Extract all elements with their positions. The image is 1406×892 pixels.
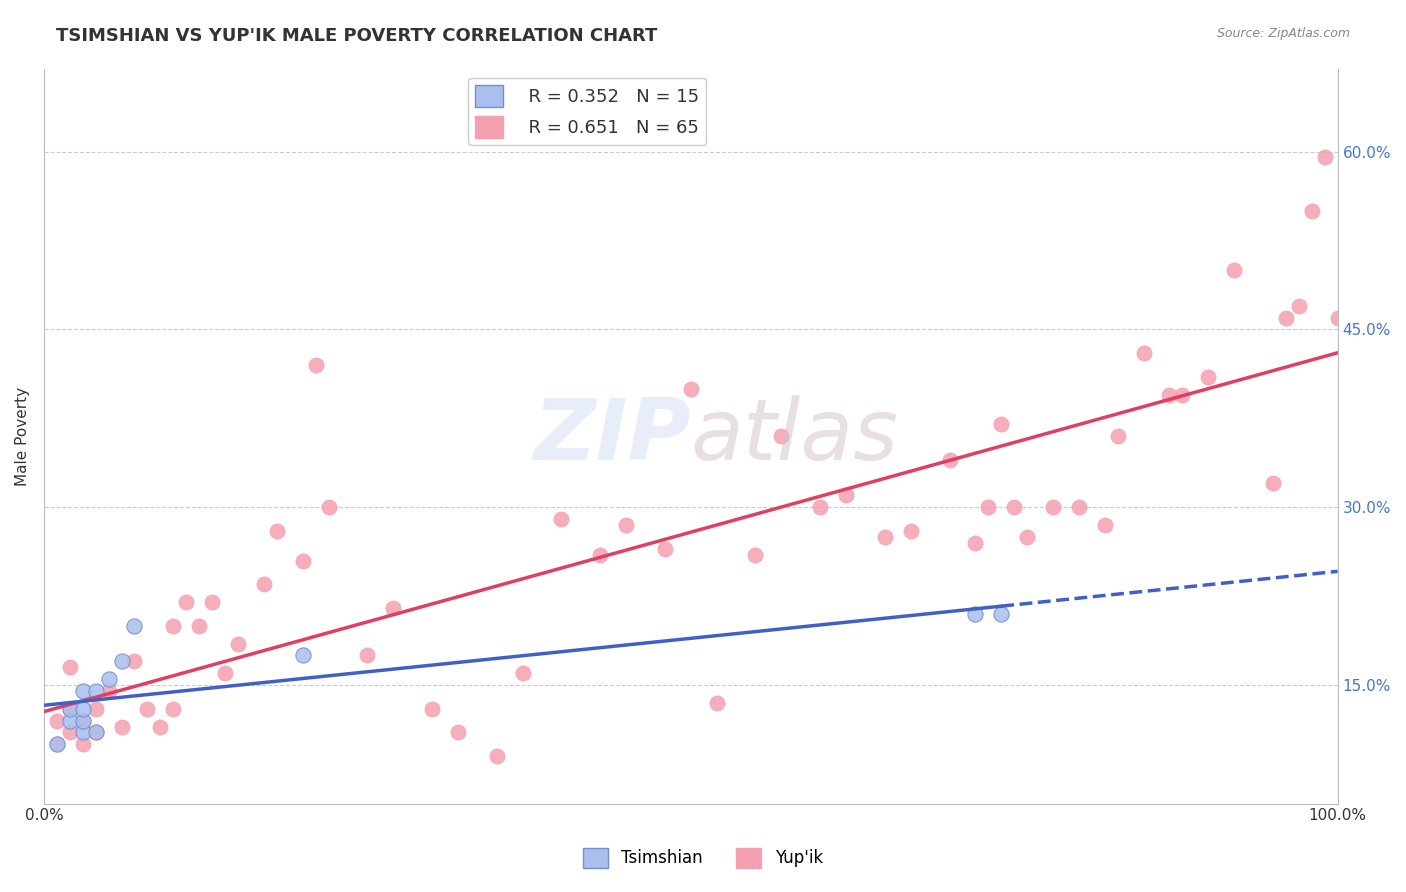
Point	[84, 702, 107, 716]
Point	[84, 725, 107, 739]
Point	[110, 720, 132, 734]
Point	[1223, 263, 1246, 277]
Point	[1107, 429, 1129, 443]
Point	[291, 553, 314, 567]
Text: atlas: atlas	[690, 394, 898, 477]
Point	[162, 619, 184, 633]
Point	[226, 636, 249, 650]
Point	[72, 714, 94, 728]
Legend: Tsimshian, Yup'ik: Tsimshian, Yup'ik	[576, 841, 830, 875]
Point	[72, 725, 94, 739]
Point	[356, 648, 378, 663]
Point	[59, 725, 82, 739]
Point	[706, 696, 728, 710]
Point	[291, 648, 314, 663]
Point	[97, 672, 120, 686]
Point	[1067, 500, 1090, 515]
Point	[149, 720, 172, 734]
Point	[679, 382, 702, 396]
Point	[990, 607, 1012, 621]
Point	[97, 684, 120, 698]
Point	[318, 500, 340, 515]
Point	[201, 595, 224, 609]
Point	[550, 512, 572, 526]
Point	[1171, 387, 1194, 401]
Point	[1197, 369, 1219, 384]
Point	[124, 654, 146, 668]
Point	[304, 358, 326, 372]
Point	[1042, 500, 1064, 515]
Point	[808, 500, 831, 515]
Text: TSIMSHIAN VS YUP'IK MALE POVERTY CORRELATION CHART: TSIMSHIAN VS YUP'IK MALE POVERTY CORRELA…	[56, 27, 658, 45]
Point	[45, 714, 67, 728]
Point	[1159, 387, 1181, 401]
Point	[512, 666, 534, 681]
Point	[744, 548, 766, 562]
Point	[84, 725, 107, 739]
Point	[59, 702, 82, 716]
Point	[59, 702, 82, 716]
Text: ZIP: ZIP	[533, 394, 690, 477]
Point	[1288, 299, 1310, 313]
Point	[45, 737, 67, 751]
Point	[654, 541, 676, 556]
Point	[873, 530, 896, 544]
Point	[253, 577, 276, 591]
Point	[614, 518, 637, 533]
Y-axis label: Male Poverty: Male Poverty	[15, 386, 30, 485]
Point	[59, 660, 82, 674]
Text: Source: ZipAtlas.com: Source: ZipAtlas.com	[1216, 27, 1350, 40]
Point	[72, 714, 94, 728]
Point	[965, 607, 987, 621]
Point	[1132, 346, 1154, 360]
Point	[72, 737, 94, 751]
Point	[977, 500, 1000, 515]
Point	[72, 684, 94, 698]
Point	[1094, 518, 1116, 533]
Point	[84, 684, 107, 698]
Point	[1301, 203, 1323, 218]
Point	[420, 702, 443, 716]
Point	[214, 666, 236, 681]
Point	[162, 702, 184, 716]
Point	[447, 725, 470, 739]
Point	[1275, 310, 1298, 325]
Point	[835, 488, 858, 502]
Legend:   R = 0.352   N = 15,   R = 0.651   N = 65: R = 0.352 N = 15, R = 0.651 N = 65	[468, 78, 706, 145]
Point	[1002, 500, 1025, 515]
Point	[382, 601, 405, 615]
Point	[485, 749, 508, 764]
Point	[136, 702, 159, 716]
Point	[965, 535, 987, 549]
Point	[72, 702, 94, 716]
Point	[1313, 151, 1336, 165]
Point	[1261, 476, 1284, 491]
Point	[1017, 530, 1039, 544]
Point	[124, 619, 146, 633]
Point	[45, 737, 67, 751]
Point	[174, 595, 197, 609]
Point	[266, 524, 288, 538]
Point	[59, 714, 82, 728]
Point	[589, 548, 612, 562]
Point	[990, 417, 1012, 432]
Point	[938, 452, 960, 467]
Point	[188, 619, 211, 633]
Point	[900, 524, 922, 538]
Point	[1326, 310, 1348, 325]
Point	[770, 429, 793, 443]
Point	[110, 654, 132, 668]
